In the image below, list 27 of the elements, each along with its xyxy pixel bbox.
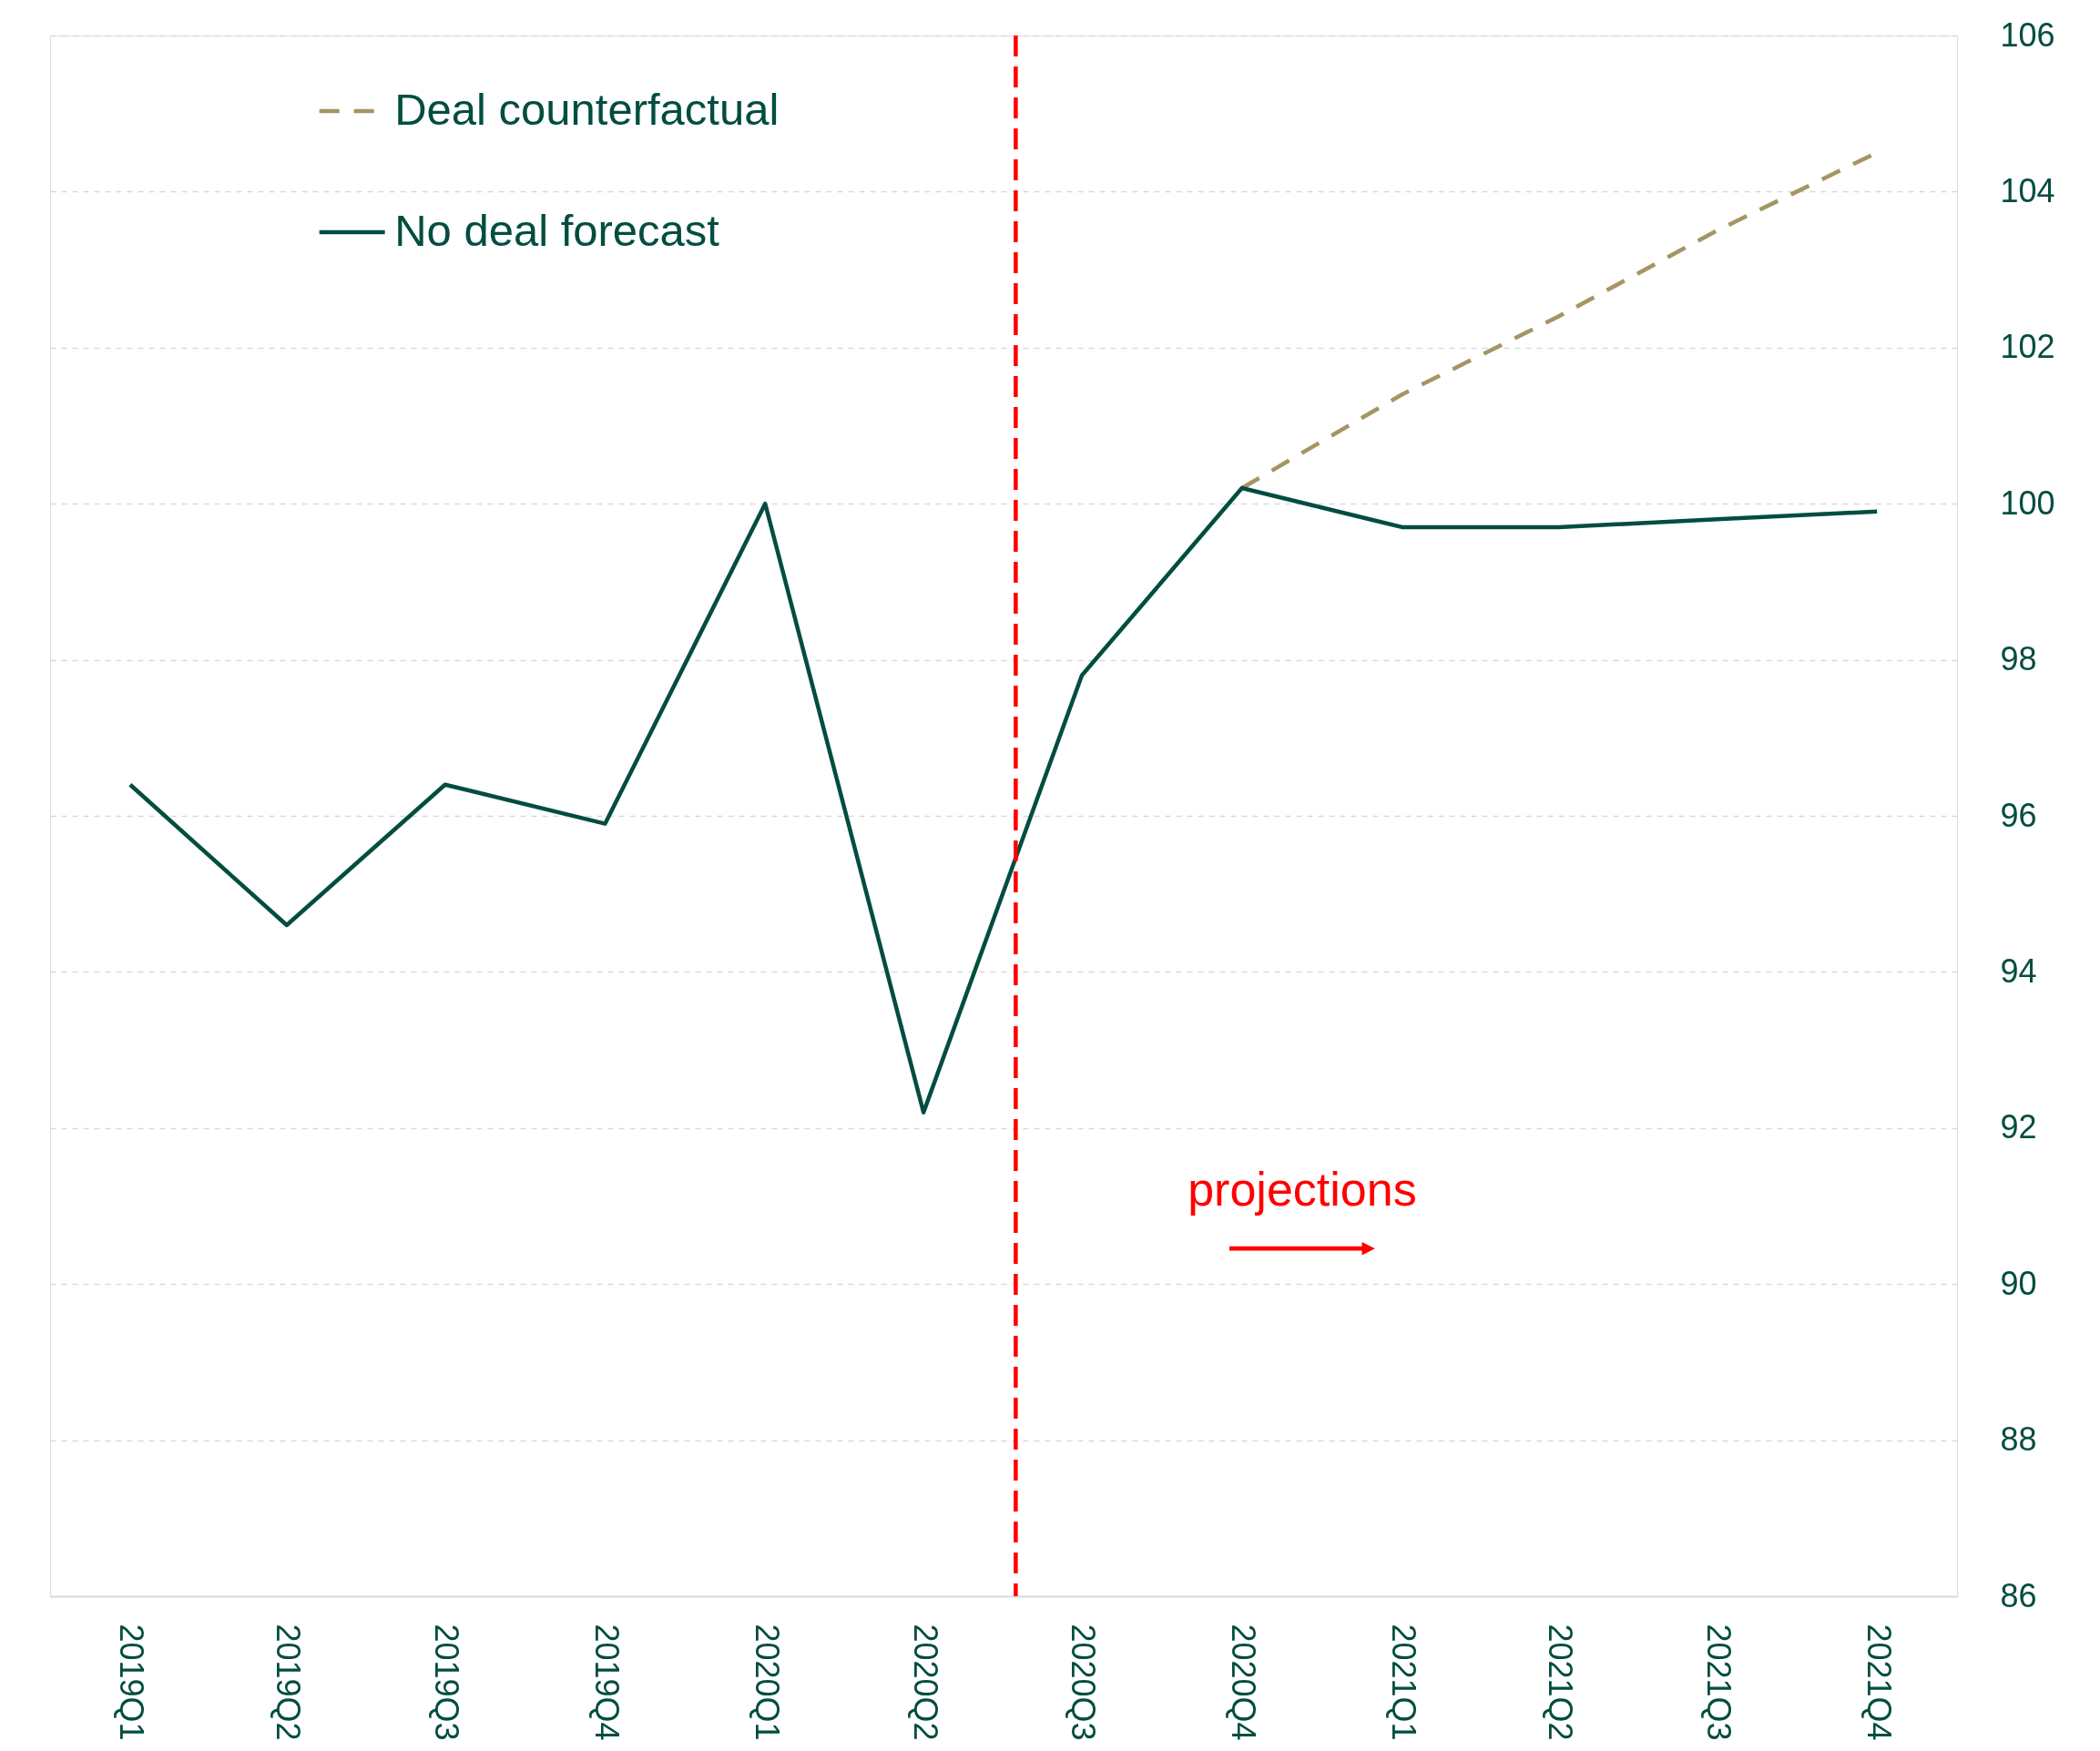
x-tick-label: 2019Q1 bbox=[113, 1624, 151, 1741]
x-tick-label: 2021Q3 bbox=[1699, 1624, 1738, 1741]
y-tick-label: 86 bbox=[2000, 1576, 2037, 1614]
x-tick-label: 2019Q3 bbox=[428, 1624, 466, 1741]
x-tick-label: 2020Q1 bbox=[748, 1624, 786, 1741]
legend-label: Deal counterfactual bbox=[394, 85, 780, 135]
line-series bbox=[127, 485, 1880, 1115]
y-tick-label: 94 bbox=[2000, 952, 2037, 990]
x-tick-label: 2021Q2 bbox=[1541, 1624, 1579, 1741]
x-tick-label: 2020Q3 bbox=[1065, 1624, 1103, 1741]
y-tick-label: 106 bbox=[2000, 15, 2055, 54]
y-tick-label: 98 bbox=[2000, 640, 2037, 678]
x-tick-label: 2021Q1 bbox=[1385, 1624, 1423, 1741]
y-tick-label: 92 bbox=[2000, 1108, 2037, 1146]
x-tick-label: 2020Q2 bbox=[906, 1624, 944, 1741]
y-tick-label: 96 bbox=[2000, 796, 2037, 834]
annotation: projections bbox=[1188, 1163, 1417, 1217]
y-tick-label: 104 bbox=[2000, 171, 2055, 209]
y-tick-label: 102 bbox=[2000, 328, 2055, 366]
y-tick-label: 88 bbox=[2000, 1420, 2037, 1459]
y-tick-label: 100 bbox=[2000, 484, 2055, 522]
x-tick-label: 2020Q4 bbox=[1225, 1624, 1263, 1741]
y-tick-label: 90 bbox=[2000, 1264, 2037, 1302]
x-tick-label: 2019Q2 bbox=[270, 1624, 308, 1741]
x-tick-label: 2021Q4 bbox=[1860, 1624, 1898, 1741]
x-tick-label: 2019Q4 bbox=[587, 1624, 626, 1741]
legend-label: No deal forecast bbox=[394, 206, 720, 256]
